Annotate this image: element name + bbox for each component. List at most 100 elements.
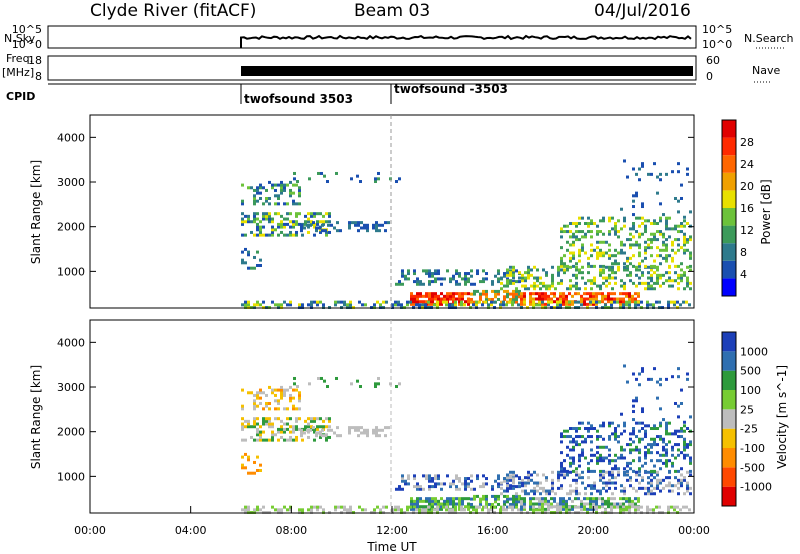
echo-cell (289, 396, 292, 400)
echo-cell (626, 175, 629, 179)
echo-cell (638, 235, 641, 239)
echo-cell (683, 287, 686, 291)
echo-cell (641, 421, 644, 425)
echo-cell (304, 427, 307, 431)
echo-cell (253, 266, 256, 270)
echo-cell (309, 223, 312, 227)
echo-cell (644, 219, 647, 223)
echo-cell (241, 199, 244, 203)
echo-cell (442, 300, 445, 304)
echo-cell (665, 424, 668, 428)
echo-cell (428, 294, 431, 298)
echo-cell (599, 264, 602, 268)
echo-cell (602, 421, 605, 425)
echo-cell (503, 284, 506, 288)
echo-cell (422, 282, 425, 286)
echo-cell (674, 476, 677, 480)
echo-cell (614, 453, 617, 457)
echo-cell (494, 479, 497, 483)
echo-cell (324, 434, 327, 438)
echo-cell (547, 502, 550, 506)
echo-cell (668, 279, 671, 283)
echo-cell (649, 303, 652, 307)
echo-cell (559, 297, 562, 301)
echo-cell (638, 459, 641, 463)
echo-cell (274, 202, 277, 206)
echo-cell (575, 443, 578, 447)
echo-cell (317, 171, 320, 175)
echo-cell (677, 224, 680, 228)
echo-cell (566, 429, 569, 433)
echo-cell (259, 191, 262, 195)
echo-cell (644, 264, 647, 268)
echo-cell (536, 481, 539, 485)
echo-cell (647, 377, 650, 381)
echo-cell (520, 502, 523, 506)
echo-cell (328, 230, 331, 234)
echo-cell (613, 292, 616, 296)
echo-cell (671, 453, 674, 457)
echo-cell (455, 477, 458, 481)
echo-cell (566, 492, 569, 496)
echo-cell (677, 435, 680, 439)
echo-cell (286, 212, 289, 216)
colorbar-segment (722, 243, 736, 261)
echo-cell (416, 485, 419, 489)
echo-cell (590, 235, 593, 239)
echo-cell (253, 196, 256, 200)
echo-cell (532, 502, 535, 506)
echo-cell (635, 265, 638, 269)
echo-cell (589, 297, 592, 301)
echo-cell (265, 199, 268, 203)
echo-cell (343, 300, 346, 304)
echo-cell (551, 489, 554, 493)
echo-cell (521, 481, 524, 485)
echo-cell (586, 297, 589, 301)
echo-cell (295, 183, 298, 187)
echo-cell (592, 294, 595, 298)
echo-cell (680, 246, 683, 250)
echo-cell (650, 284, 653, 288)
echo-cell (554, 492, 557, 496)
echo-cell (497, 497, 500, 501)
echo-cell (674, 196, 677, 200)
echo-cell (247, 250, 250, 254)
echo-cell (292, 225, 295, 229)
echo-cell (665, 377, 668, 381)
echo-cell (677, 276, 680, 280)
echo-cell (595, 292, 598, 296)
echo-cell (256, 250, 259, 254)
echo-cell (614, 467, 617, 471)
echo-cell (511, 505, 514, 509)
echo-cell (428, 487, 431, 491)
echo-cell (289, 438, 292, 442)
echo-cell (569, 265, 572, 269)
echo-cell (563, 268, 566, 272)
echo-cell (515, 474, 518, 478)
echo-cell (584, 235, 587, 239)
echo-cell (298, 407, 301, 411)
echo-cell (671, 170, 674, 174)
echo-cell (256, 438, 259, 442)
echo-cell (650, 279, 653, 283)
echo-cell (509, 502, 512, 506)
echo-cell (274, 399, 277, 403)
echo-cell (674, 456, 677, 460)
echo-cell (410, 499, 413, 503)
echo-cell (401, 272, 404, 276)
echo-cell (527, 492, 530, 496)
echo-cell (677, 404, 680, 408)
echo-cell (419, 294, 422, 298)
echo-cell (530, 473, 533, 477)
echo-cell (325, 435, 328, 439)
echo-cell (336, 229, 339, 233)
echo-cell (686, 279, 689, 283)
echo-cell (590, 222, 593, 226)
echo-cell (641, 427, 644, 431)
echo-cell (301, 508, 304, 512)
echo-cell (595, 499, 598, 503)
echo-cell (241, 463, 244, 467)
echo-cell (265, 217, 268, 221)
echo-cell (436, 508, 439, 512)
echo-cell (634, 502, 637, 506)
